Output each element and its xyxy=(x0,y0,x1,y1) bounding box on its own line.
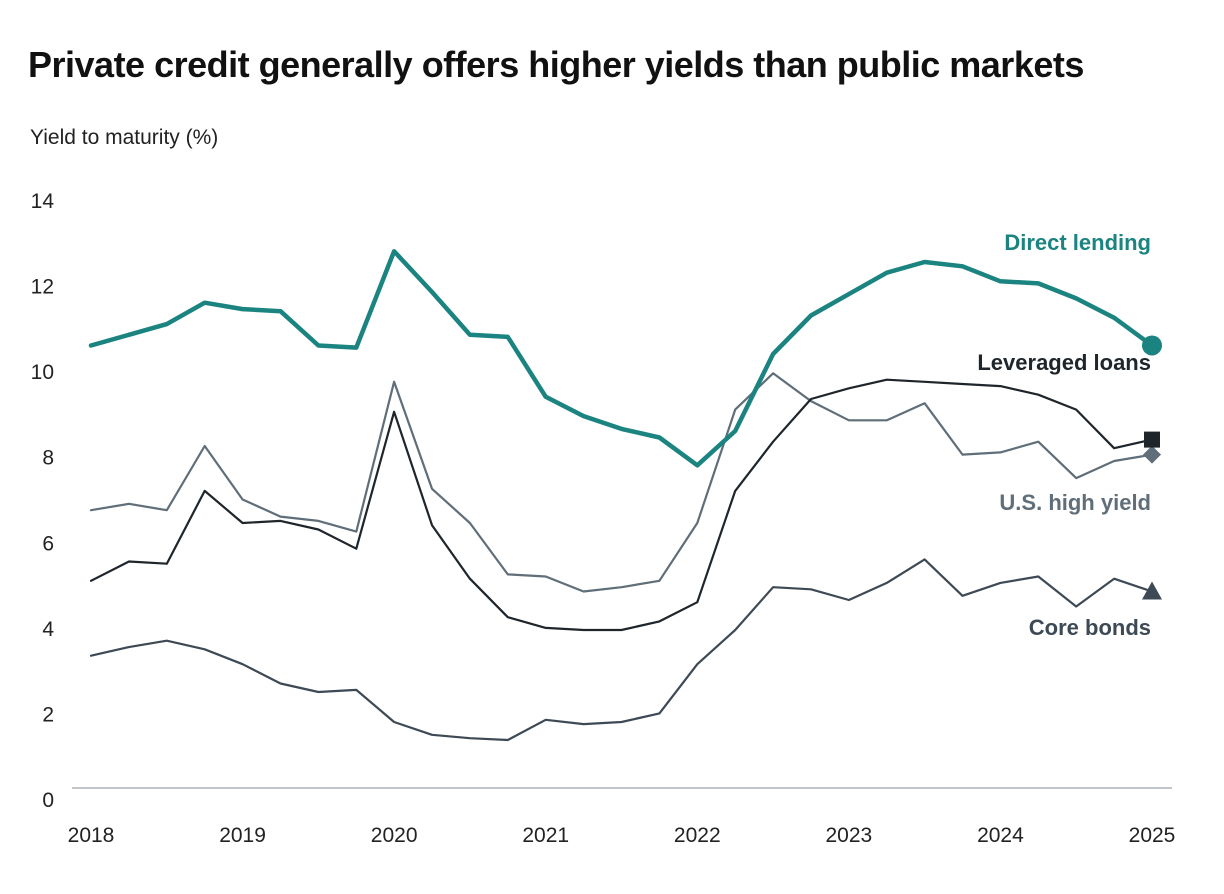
y-tick-label: 12 xyxy=(31,276,54,299)
y-tick-label: 0 xyxy=(42,789,54,812)
end-marker-leveraged-loans xyxy=(1144,431,1160,448)
series-line-direct-lending xyxy=(88,249,1155,468)
end-marker-direct-lending xyxy=(1142,335,1162,356)
series-line-core-bonds xyxy=(89,558,1154,742)
x-tick-label: 2018 xyxy=(68,824,115,847)
series-line-u-s-high-yield xyxy=(89,372,1154,593)
x-tick-label: 2023 xyxy=(825,824,872,847)
x-tick-label: 2022 xyxy=(674,824,721,847)
y-tick-label: 10 xyxy=(31,361,54,384)
series-label-layer: Direct lending Leveraged loans U.S. high y… xyxy=(977,230,1151,640)
y-tick-label: 4 xyxy=(42,618,54,641)
x-tick-label: 2021 xyxy=(522,824,569,847)
series-layer xyxy=(88,249,1162,742)
y-tick-label: 6 xyxy=(42,532,54,555)
series-label-direct-lending: Direct lending xyxy=(1004,230,1151,255)
series-label-core-bonds: Core bonds xyxy=(1029,615,1151,640)
y-axis-title: Yield to maturity (%) xyxy=(30,126,219,149)
end-marker-core-bonds xyxy=(1142,581,1162,600)
chart-title: Private credit generally offers higher y… xyxy=(28,44,1084,85)
y-tick-label: 2 xyxy=(42,703,54,726)
x-tick-label: 2024 xyxy=(977,824,1024,847)
y-tick-label: 14 xyxy=(31,190,55,213)
end-marker-u-s-high-yield xyxy=(1143,445,1161,464)
x-tick-label: 2020 xyxy=(371,824,418,847)
axes-layer: 0 2 4 6 8 10 12 14 2018 2019 2020 2021 2022 2023 2024 2… xyxy=(31,190,1176,847)
series-label-leveraged-loans: Leveraged loans xyxy=(977,350,1151,375)
x-tick-label: 2025 xyxy=(1129,824,1176,847)
x-tick-label: 2019 xyxy=(219,824,266,847)
series-line-leveraged-loans xyxy=(89,378,1154,632)
y-tick-label: 8 xyxy=(42,447,54,470)
series-label-u-s-high-yield: U.S. high yield xyxy=(999,490,1151,515)
